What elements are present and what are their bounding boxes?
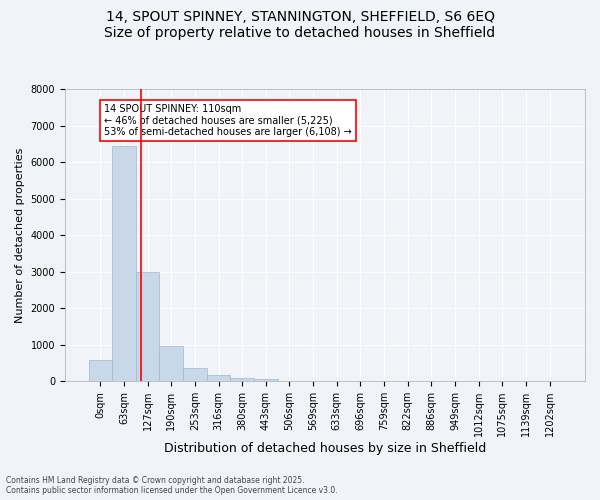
- Text: Contains HM Land Registry data © Crown copyright and database right 2025.
Contai: Contains HM Land Registry data © Crown c…: [6, 476, 338, 495]
- Bar: [207, 376, 230, 381]
- Bar: [160, 346, 183, 381]
- Bar: [183, 368, 207, 381]
- Bar: [136, 272, 160, 381]
- Bar: [230, 378, 254, 381]
- Bar: [254, 379, 278, 381]
- X-axis label: Distribution of detached houses by size in Sheffield: Distribution of detached houses by size …: [164, 442, 486, 455]
- Bar: [112, 146, 136, 381]
- Text: 14, SPOUT SPINNEY, STANNINGTON, SHEFFIELD, S6 6EQ
Size of property relative to d: 14, SPOUT SPINNEY, STANNINGTON, SHEFFIEL…: [104, 10, 496, 40]
- Bar: [89, 360, 112, 381]
- Text: 14 SPOUT SPINNEY: 110sqm
← 46% of detached houses are smaller (5,225)
53% of sem: 14 SPOUT SPINNEY: 110sqm ← 46% of detach…: [104, 104, 352, 137]
- Y-axis label: Number of detached properties: Number of detached properties: [15, 148, 25, 323]
